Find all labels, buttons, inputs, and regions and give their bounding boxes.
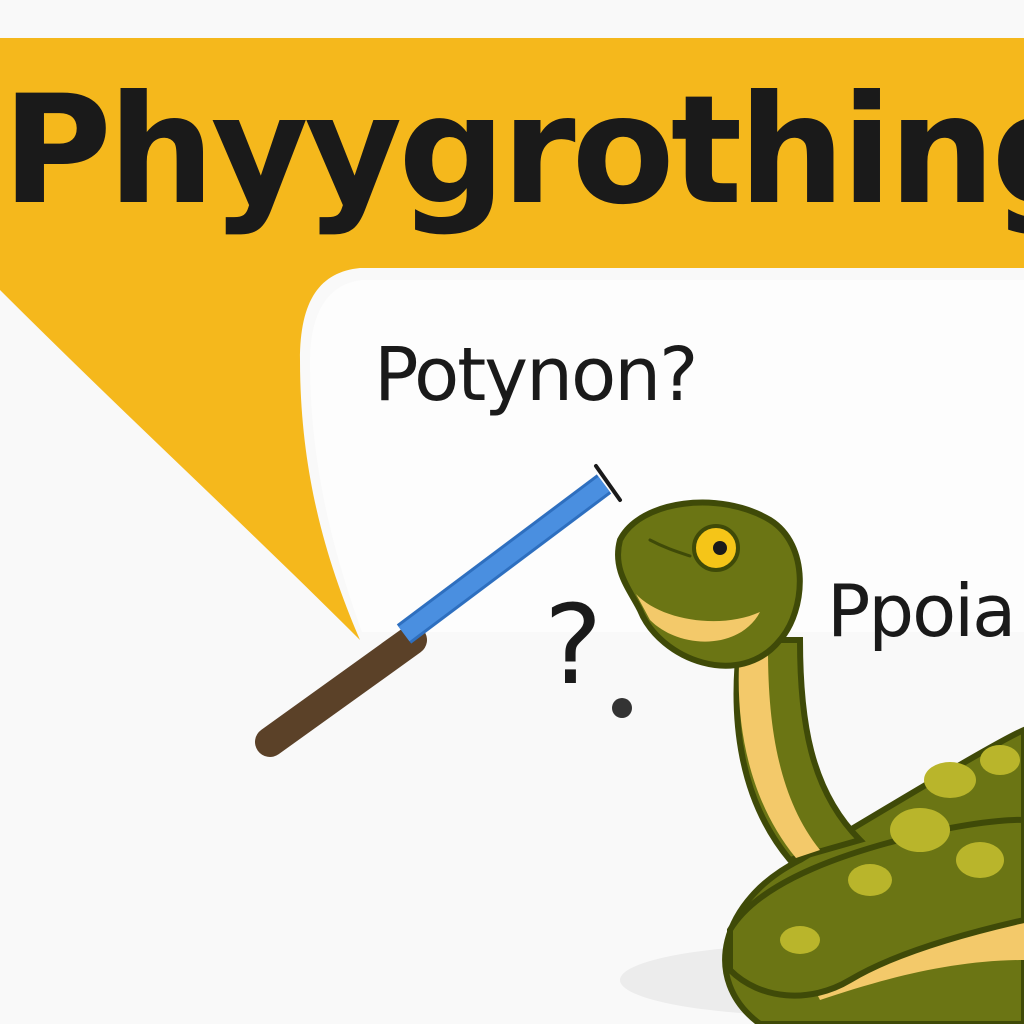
snake-label: Ppoia (827, 569, 1016, 653)
question-mark: ? (544, 581, 603, 709)
question-dot (612, 698, 632, 718)
white-speech-bubble (310, 280, 1024, 632)
python-snake-icon (615, 499, 1024, 1024)
banner-title: Phyygrothing (2, 64, 1024, 238)
magic-wand-icon (255, 464, 622, 757)
bubble-text: Potynon? (374, 332, 698, 418)
yellow-speech-banner (0, 38, 1024, 640)
